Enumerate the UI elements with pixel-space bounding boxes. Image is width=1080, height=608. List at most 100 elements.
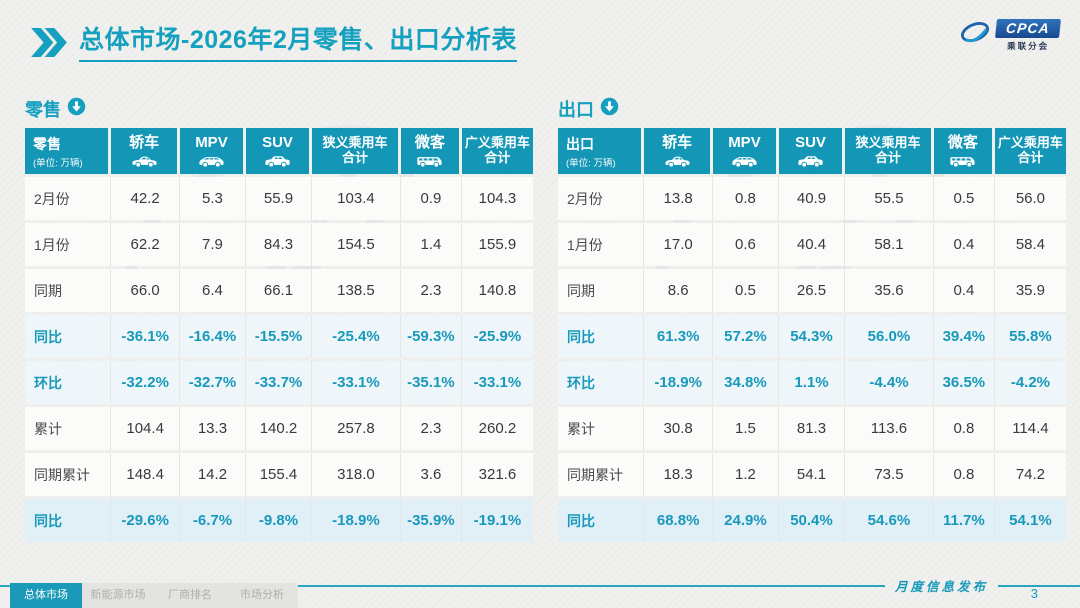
table-cell: -25.9% (461, 315, 533, 358)
table-row: 环比 -18.9% 34.8% 1.1% -4.4% 36.5% -4.2% (558, 361, 1066, 404)
column-header-suv: SUV (778, 128, 845, 174)
column-header-suv: SUV (245, 128, 312, 174)
table-cell: -18.9% (644, 361, 713, 404)
table-cell: -33.7% (245, 361, 312, 404)
row-label: 同期 (25, 269, 112, 312)
table-cell: 56.0 (994, 177, 1066, 220)
logo-badge: CPCA (995, 19, 1061, 38)
table-cell: 318.0 (312, 453, 401, 496)
row-label: 同期累计 (558, 453, 645, 496)
column-header-microvan: 微客 (933, 128, 995, 174)
table-cell: 103.4 (312, 177, 401, 220)
table-cell: 30.8 (644, 407, 713, 450)
table-corner-header: 零售 (单位: 万辆) (25, 128, 112, 174)
table-cell: 66.1 (245, 269, 312, 312)
table-row: 同比 -36.1% -16.4% -15.5% -25.4% -59.3% -25.9% (25, 315, 533, 358)
arrow-down-circle-icon (67, 97, 86, 121)
row-label: 同期 (558, 269, 645, 312)
retail-table: 零售 (单位: 万辆) 轿车 MPV SUV 狭义乘用车 合计 微客 广义乘用车 合计 2月份… (25, 125, 533, 545)
footer-note: 月度信息发布 (894, 580, 988, 594)
retail-section-title: 零售 (25, 100, 61, 120)
table-row: 同期 66.0 6.4 66.1 138.5 2.3 140.8 (25, 269, 533, 312)
tab-overall-market[interactable]: 总体市场 (10, 583, 82, 608)
footer-rule: 月度信息发布 (0, 576, 1080, 595)
car-icon (645, 153, 709, 168)
row-label: 环比 (558, 361, 645, 404)
table-cell: 11.7% (933, 499, 995, 542)
table-cell: 104.3 (461, 177, 533, 220)
table-cell: 56.0% (845, 315, 934, 358)
export-section-label: 出口 (558, 96, 1066, 122)
table-cell: 155.4 (245, 453, 312, 496)
table-cell: 0.4 (933, 269, 995, 312)
table-cell: 66.0 (111, 269, 180, 312)
export-table: 出口 (单位: 万辆) 轿车 MPV SUV 狭义乘用车 合计 微客 广义乘用车 合计 2月份… (558, 125, 1066, 545)
logo-caption: 乘联分会 (1007, 41, 1050, 51)
table-cell: 155.9 (461, 223, 533, 266)
export-panel: 出口 出口 (单位: 万辆) 轿车 MPV SUV 狭义乘用车 合计 微客 广义乘用车 合计 … (558, 96, 1066, 545)
table-cell: 2.3 (400, 407, 462, 450)
suv-icon (247, 153, 308, 168)
retail-panel: 零售 零售 (单位: 万辆) 轿车 MPV SUV 狭义乘用车 合计 微客 广义乘用车 合计 … (25, 96, 533, 545)
row-label: 同期累计 (25, 453, 112, 496)
table-cell: 36.5% (933, 361, 995, 404)
title-row: 总体市场-2026年2月零售、出口分析表 (30, 26, 517, 62)
table-row: 1月份 17.0 0.6 40.4 58.1 0.4 58.4 (558, 223, 1066, 266)
table-cell: 0.6 (712, 223, 779, 266)
table-cell: 1.4 (400, 223, 462, 266)
column-header-sedan: 轿车 (111, 128, 180, 174)
table-cell: 140.2 (245, 407, 312, 450)
table-row: 环比 -32.2% -32.7% -33.7% -33.1% -35.1% -33.1% (25, 361, 533, 404)
table-cell: 7.9 (179, 223, 246, 266)
tab-manufacturer-ranking[interactable]: 厂商排名 (154, 583, 226, 608)
column-header-mpv: MPV (179, 128, 246, 174)
row-label: 累计 (25, 407, 112, 450)
table-cell: 13.3 (179, 407, 246, 450)
table-cell: 55.9 (245, 177, 312, 220)
row-label: 环比 (25, 361, 112, 404)
table-row: 2月份 13.8 0.8 40.9 55.5 0.5 56.0 (558, 177, 1066, 220)
table-cell: -25.4% (312, 315, 401, 358)
table-cell: 13.8 (644, 177, 713, 220)
tab-nev-market[interactable]: 新能源市场 (82, 583, 154, 608)
table-cell: -33.1% (312, 361, 401, 404)
table-cell: 1.1% (778, 361, 845, 404)
row-label: 同比 (558, 499, 645, 542)
table-cell: 3.6 (400, 453, 462, 496)
table-cell: -36.1% (111, 315, 180, 358)
footer-line (0, 584, 885, 587)
table-cell: 84.3 (245, 223, 312, 266)
table-cell: 114.4 (994, 407, 1066, 450)
table-cell: 57.2% (712, 315, 779, 358)
table-cell: 62.2 (111, 223, 180, 266)
table-cell: 61.3% (644, 315, 713, 358)
table-cell: -18.9% (312, 499, 401, 542)
table-cell: 0.5 (712, 269, 779, 312)
table-cell: 0.8 (933, 407, 995, 450)
van-icon (402, 153, 458, 168)
mpv-icon (181, 153, 242, 168)
column-header-narrow-pv-total: 狭义乘用车 合计 (312, 128, 401, 174)
table-cell: -19.1% (461, 499, 533, 542)
table-cell: 35.9 (994, 269, 1066, 312)
table-cell: -35.9% (400, 499, 462, 542)
table-cell: 14.2 (179, 453, 246, 496)
row-label: 2月份 (25, 177, 112, 220)
table-cell: 113.6 (845, 407, 934, 450)
table-cell: -59.3% (400, 315, 462, 358)
tab-market-analysis[interactable]: 市场分析 (226, 583, 298, 608)
table-cell: -29.6% (111, 499, 180, 542)
arrow-down-circle-icon (600, 97, 619, 121)
table-cell: 54.3% (778, 315, 845, 358)
table-cell: 2.3 (400, 269, 462, 312)
table-cell: 0.5 (933, 177, 995, 220)
table-cell: 321.6 (461, 453, 533, 496)
table-cell: 54.1 (778, 453, 845, 496)
table-cell: 18.3 (644, 453, 713, 496)
column-header-narrow-pv-total: 狭义乘用车 合计 (845, 128, 934, 174)
table-cell: 35.6 (845, 269, 934, 312)
row-label: 同比 (558, 315, 645, 358)
table-cell: 50.4% (778, 499, 845, 542)
table-cell: 5.3 (179, 177, 246, 220)
